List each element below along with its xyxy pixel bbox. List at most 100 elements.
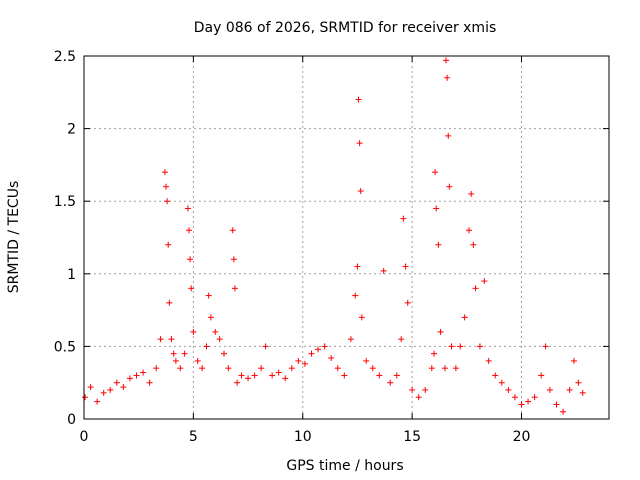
data-point	[251, 372, 258, 379]
data-point	[82, 394, 89, 401]
data-point	[387, 379, 394, 386]
data-point	[347, 336, 354, 343]
data-point	[380, 267, 387, 274]
data-point	[207, 314, 214, 321]
data-point	[433, 205, 440, 212]
y-tick-label: 1	[67, 267, 76, 283]
data-point	[187, 256, 194, 263]
data-point	[355, 96, 362, 103]
data-point	[301, 360, 308, 367]
data-point	[164, 198, 171, 205]
data-point	[354, 263, 361, 270]
data-point	[431, 350, 437, 357]
data-point	[468, 190, 475, 197]
data-point	[341, 372, 348, 379]
data-point	[308, 350, 315, 357]
data-point	[437, 328, 444, 335]
data-point	[87, 384, 94, 391]
data-point	[409, 386, 416, 393]
data-point	[126, 375, 133, 382]
data-point	[472, 285, 479, 292]
data-point	[492, 372, 499, 379]
data-point	[531, 394, 538, 401]
data-point	[435, 241, 442, 248]
data-point	[579, 389, 586, 396]
data-point	[161, 169, 168, 176]
data-point	[369, 365, 376, 372]
data-point	[444, 74, 451, 81]
data-point	[269, 372, 276, 379]
data-marks	[82, 57, 586, 415]
data-point	[258, 365, 265, 372]
data-point	[461, 314, 468, 321]
data-point	[404, 299, 411, 306]
data-point	[153, 365, 160, 372]
data-point	[446, 183, 453, 190]
data-point	[190, 328, 197, 335]
data-point	[321, 343, 328, 350]
data-point	[432, 169, 439, 176]
x-tick-label: 0	[80, 429, 89, 445]
data-point	[245, 375, 252, 382]
data-point	[358, 314, 365, 321]
data-point	[194, 357, 201, 364]
data-point	[295, 357, 302, 364]
data-point	[262, 343, 269, 350]
data-point	[466, 227, 472, 234]
data-point	[511, 394, 518, 401]
data-point	[553, 401, 560, 408]
data-point	[120, 384, 127, 391]
data-point	[188, 285, 195, 292]
data-point	[100, 389, 107, 396]
data-point	[186, 227, 192, 234]
data-point	[170, 350, 177, 357]
data-point	[107, 386, 114, 393]
x-tick-label: 10	[294, 429, 312, 445]
data-point	[448, 343, 455, 350]
y-tick-label: 1.5	[54, 194, 76, 210]
data-point	[470, 241, 477, 248]
data-point	[357, 188, 364, 195]
plot-frame	[83, 55, 610, 420]
data-point	[94, 398, 101, 405]
data-point	[282, 375, 289, 382]
data-point	[166, 299, 173, 306]
data-point	[445, 132, 452, 139]
data-point	[538, 372, 545, 379]
data-point	[560, 408, 567, 415]
data-point	[457, 343, 464, 350]
y-tick-label: 2.5	[54, 49, 76, 65]
grid-lines	[84, 56, 609, 419]
data-point	[140, 369, 147, 376]
data-point	[498, 379, 505, 386]
data-point	[168, 336, 175, 343]
data-point	[184, 205, 191, 212]
data-point	[146, 379, 153, 386]
y-tick-label: 2	[67, 122, 76, 138]
data-point	[229, 227, 236, 234]
data-point	[328, 355, 335, 362]
data-point	[481, 278, 488, 285]
x-tick-label: 5	[189, 429, 198, 445]
data-point	[238, 372, 245, 379]
data-point	[393, 372, 400, 379]
data-point	[163, 183, 170, 190]
data-point	[352, 292, 359, 299]
data-point	[181, 350, 188, 357]
data-point	[356, 140, 363, 147]
data-point	[225, 365, 232, 372]
data-point	[205, 292, 212, 299]
data-point	[525, 398, 532, 405]
chart-title: Day 086 of 2026, SRMTID for receiver xmi…	[194, 20, 497, 36]
data-point	[212, 328, 219, 335]
x-axis-label: GPS time / hours	[286, 458, 403, 474]
data-point	[422, 386, 429, 393]
x-tick-label: 15	[403, 429, 421, 445]
data-point	[275, 369, 282, 376]
data-point	[315, 346, 322, 353]
data-point	[234, 379, 241, 386]
y-axis-label: SRMTID / TECUs	[6, 181, 22, 294]
data-point	[230, 256, 237, 263]
y-tick-label: 0	[67, 412, 76, 428]
